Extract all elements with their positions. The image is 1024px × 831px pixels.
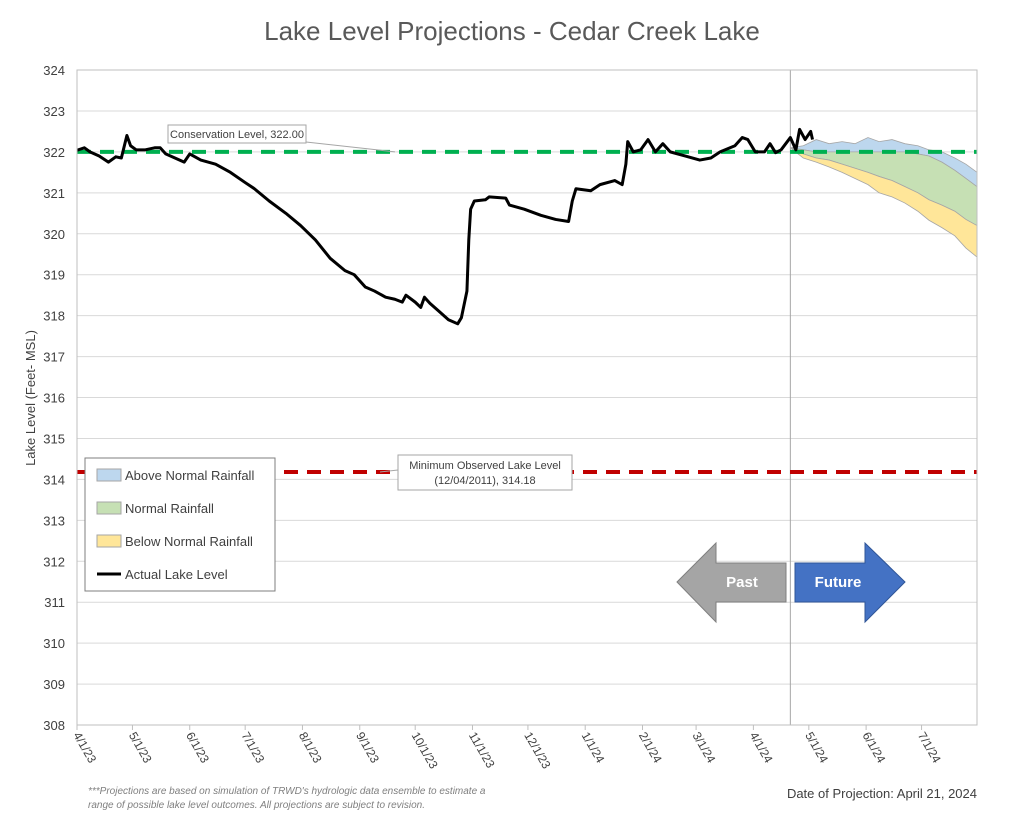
minimum-callout-leader [379, 469, 399, 473]
future-arrow [794, 541, 906, 624]
x-tick-label: 7/1/23 [239, 730, 268, 766]
x-tick-label: 9/1/23 [353, 730, 382, 766]
past-arrow-label: Past [726, 574, 758, 591]
x-tick-label: 4/1/23 [70, 730, 99, 766]
y-tick-label: 318 [43, 309, 65, 324]
y-tick-label: 314 [43, 472, 65, 487]
y-tick-label: 322 [43, 145, 65, 160]
y-tick-label: 312 [43, 554, 65, 569]
date-of-projection: Date of Projection: April 21, 2024 [787, 786, 977, 801]
legend-swatch [96, 534, 122, 548]
x-tick-label: 8/1/23 [296, 730, 325, 766]
minimum-label-line-1: Minimum Observed Lake Level [409, 460, 561, 472]
actual-lake-level-line [76, 127, 814, 326]
y-tick-label: 308 [43, 718, 65, 733]
conservation-label: Conservation Level, 322.00 [170, 129, 304, 141]
y-tick-label: 324 [43, 63, 65, 78]
legend-label: Below Normal Rainfall [125, 534, 253, 549]
x-tick-label: 6/1/24 [860, 730, 889, 766]
legend-swatch [96, 501, 122, 515]
y-tick-label: 320 [43, 227, 65, 242]
future-arrow-label: Future [815, 574, 862, 591]
footnote-line-1: ***Projections are based on simulation o… [88, 786, 486, 797]
footnote-line-2: range of possible lake level outcomes. A… [88, 800, 425, 811]
x-tick-label: 10/1/23 [409, 730, 441, 772]
x-tick-label: 12/1/23 [521, 730, 553, 772]
legend-label: Normal Rainfall [125, 501, 214, 516]
y-tick-label: 321 [43, 186, 65, 201]
legend-label: Actual Lake Level [125, 567, 228, 582]
y-tick-label: 309 [43, 677, 65, 692]
x-tick-label: 2/1/24 [636, 730, 665, 766]
minimum-label-box [397, 454, 573, 491]
x-tick-label: 1/1/24 [579, 730, 608, 766]
y-tick-label: 319 [43, 268, 65, 283]
y-tick-label: 313 [43, 513, 65, 528]
y-axis-label: Lake Level (Feet- MSL) [23, 330, 38, 466]
chart-title: Lake Level Projections - Cedar Creek Lak… [264, 16, 760, 46]
y-tick-label: 315 [43, 431, 65, 446]
legend-label: Above Normal Rainfall [125, 468, 254, 483]
y-tick-label: 323 [43, 104, 65, 119]
x-tick-label: 6/1/23 [183, 730, 212, 766]
y-tick-label: 317 [43, 350, 65, 365]
y-tick-label: 311 [44, 595, 65, 610]
conservation-callout-leader [305, 141, 396, 153]
x-tick-label: 4/1/24 [747, 730, 776, 766]
minimum-label-line-2: (12/04/2011), 314.18 [434, 475, 535, 487]
x-tick-label: 3/1/24 [689, 730, 718, 766]
legend-swatch [96, 468, 122, 482]
past-arrow [676, 541, 787, 624]
plot-border [76, 69, 978, 726]
legend: Above Normal Rainfall Normal Rainfall Belo… [84, 457, 276, 592]
y-tick-label: 310 [43, 636, 65, 651]
x-tick-label: 11/1/23 [466, 730, 498, 771]
conservation-label-box [167, 124, 307, 144]
x-tick-label: 7/1/24 [915, 730, 944, 766]
x-tick-label: 5/1/24 [802, 730, 831, 766]
y-tick-label: 316 [43, 391, 65, 406]
x-tick-label: 5/1/23 [126, 730, 155, 766]
